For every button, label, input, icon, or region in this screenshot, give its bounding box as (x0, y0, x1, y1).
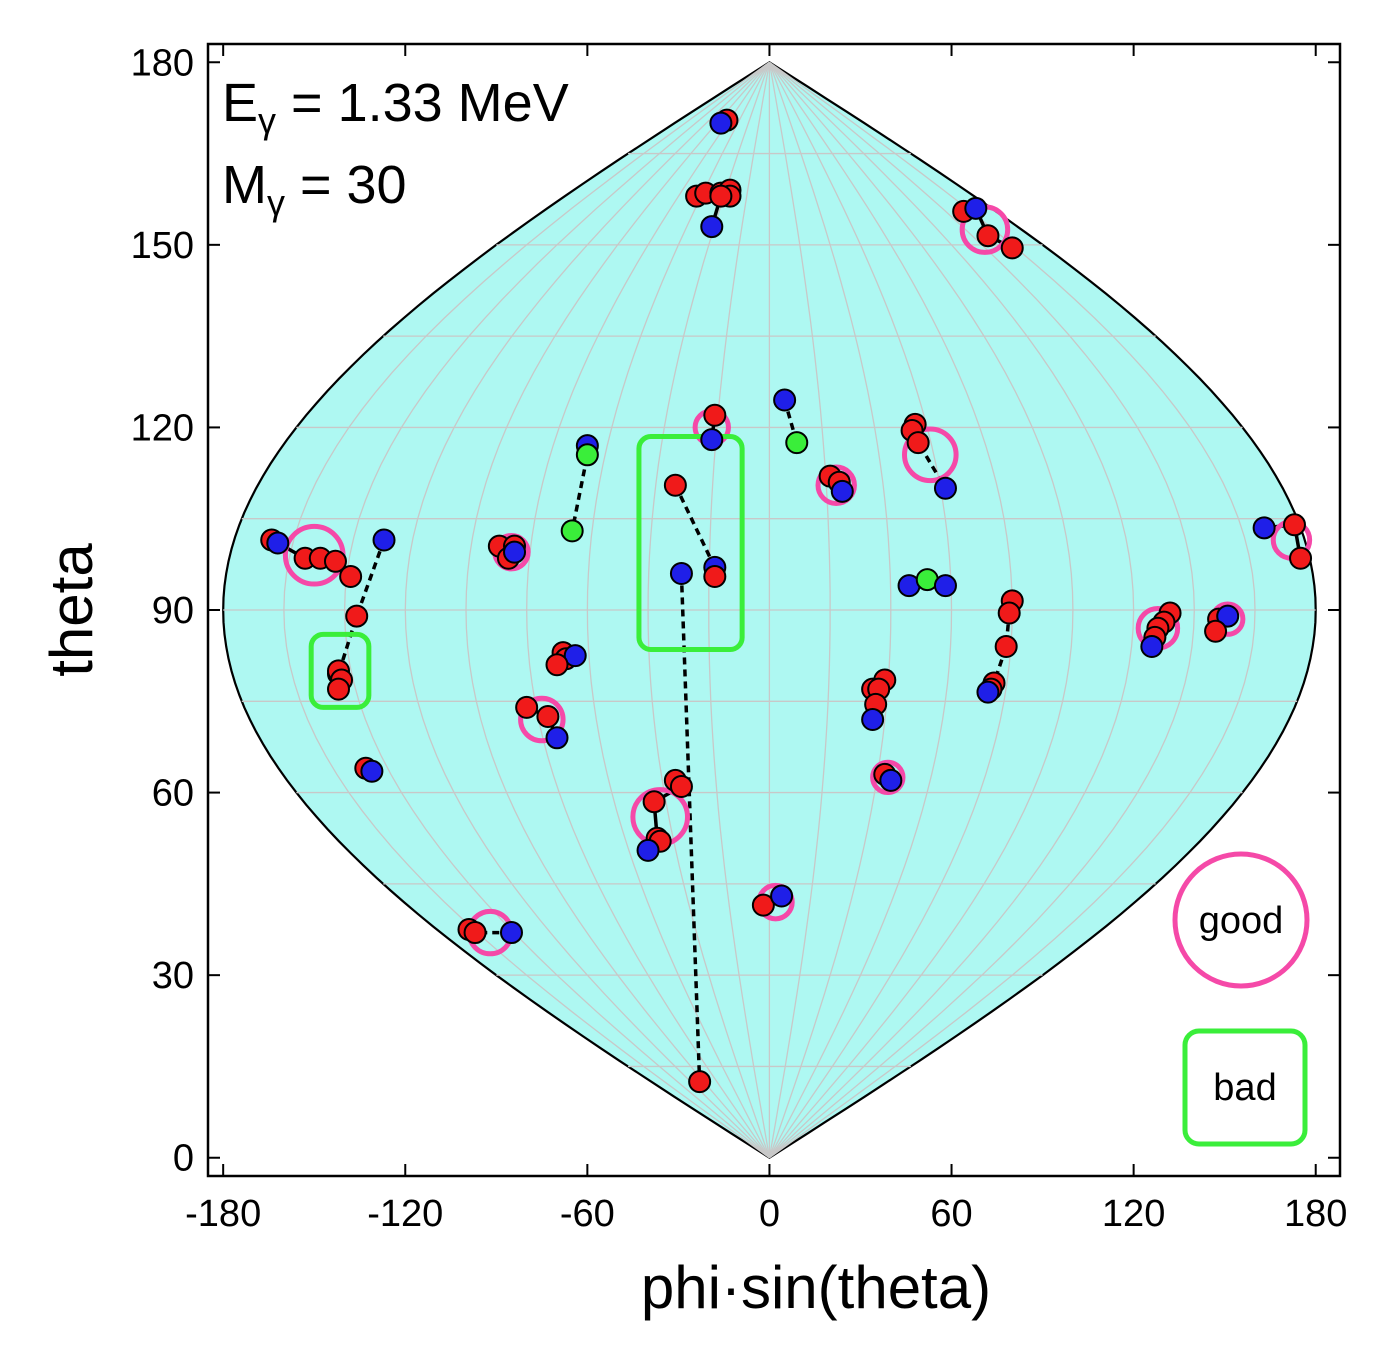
good-cluster-circle (518, 695, 566, 744)
red-hit-point (703, 403, 727, 427)
x-tick-label: 180 (1284, 1193, 1347, 1235)
green-hit-point (785, 431, 809, 455)
red-hit-point (997, 601, 1021, 625)
blue-hit-point (503, 540, 527, 564)
legend-bad-marker (1182, 1028, 1308, 1147)
blue-hit-point (266, 531, 290, 555)
x-tick-label: -120 (367, 1193, 443, 1235)
multiplicity-annotation: Mγ = 30 (222, 155, 407, 223)
red-hit-point (688, 1070, 712, 1094)
multiplicity-subscript: γ (267, 182, 285, 223)
energy-subscript: γ (258, 100, 276, 141)
red-hit-point (536, 705, 560, 729)
red-hit-point (994, 635, 1018, 659)
blue-hit-point (770, 884, 794, 908)
y-tick-label: 60 (152, 773, 194, 815)
legend-good-label: good (1199, 900, 1284, 942)
blue-hit-point (1140, 635, 1164, 659)
green-hit-point (575, 443, 599, 467)
red-hit-point (1282, 513, 1306, 537)
red-hit-point (1000, 236, 1024, 260)
x-tick-label: 60 (930, 1193, 972, 1235)
energy-symbol: E (222, 73, 258, 133)
red-hit-point (906, 431, 930, 455)
x-tick-label: -180 (185, 1193, 261, 1235)
red-hit-point (663, 473, 687, 497)
axis-ticks: -180 -120 -60 0 60 120 180 0 30 60 90 120 150 180 (131, 42, 1348, 1235)
blue-hit-point (964, 196, 988, 220)
blue-hit-point (700, 428, 724, 452)
y-tick-label: 120 (131, 407, 194, 449)
red-hit-point (751, 893, 775, 917)
red-hit-point (326, 677, 350, 701)
blue-hit-point (976, 680, 1000, 704)
blue-hit-point (545, 726, 569, 750)
blue-hit-point (879, 768, 903, 792)
red-hit-point (709, 184, 733, 208)
blue-hit-point (830, 479, 854, 503)
energy-annotation: Eγ = 1.33 MeV (222, 73, 569, 141)
bad-cluster-box (636, 434, 745, 653)
red-hit-point (669, 774, 693, 798)
y-axis-title: theta (38, 543, 105, 677)
good-cluster-circle (870, 759, 906, 796)
legend-good-marker (1172, 851, 1310, 989)
red-hit-point (976, 224, 1000, 248)
red-hit-point (345, 604, 369, 628)
legend-bad-label: bad (1213, 1067, 1276, 1109)
blue-hit-point (861, 708, 885, 732)
y-tick-label: 30 (152, 955, 194, 997)
red-hit-point (703, 565, 727, 589)
x-tick-label: 0 (759, 1193, 780, 1235)
blue-hit-point (933, 476, 957, 500)
x-tick-label: 120 (1102, 1193, 1165, 1235)
projection-grid (223, 61, 1316, 1159)
track-line (336, 539, 386, 675)
energy-value: = 1.33 MeV (276, 73, 569, 133)
blue-hit-point (1216, 604, 1240, 628)
good-cluster-circle (901, 426, 959, 484)
red-hit-point (323, 549, 347, 573)
blue-hit-point (1252, 516, 1276, 540)
red-hit-point (545, 653, 569, 677)
track-line (679, 573, 702, 1082)
bad-cluster-box (308, 631, 372, 710)
blue-hit-point (360, 759, 384, 783)
blue-hit-point (700, 215, 724, 239)
red-hit-point (1204, 619, 1228, 643)
y-tick-label: 180 (131, 42, 194, 84)
red-hit-point (642, 790, 666, 814)
red-hit-point (339, 565, 363, 589)
blue-hit-point (372, 528, 396, 552)
y-tick-label: 90 (152, 590, 194, 632)
y-tick-label: 0 (173, 1138, 194, 1180)
red-hit-point (463, 921, 487, 945)
multiplicity-value: = 30 (285, 155, 407, 215)
y-tick-label: 150 (131, 225, 194, 267)
x-tick-label: -60 (560, 1193, 615, 1235)
track-line (986, 600, 1014, 694)
blue-hit-point (563, 644, 587, 668)
red-hit-point (515, 695, 539, 719)
legend: good bad (1172, 851, 1310, 1147)
multiplicity-symbol: M (222, 155, 267, 215)
blue-hit-point (499, 921, 523, 945)
blue-hit-point (709, 111, 733, 135)
red-hit-point (1289, 546, 1313, 570)
green-hit-point (560, 519, 584, 543)
blue-hit-point (636, 838, 660, 862)
hit-points (260, 108, 1313, 1094)
x-axis-title: phi·sin(theta) (641, 1254, 991, 1321)
blue-hit-point (773, 388, 797, 412)
blue-hit-point (933, 574, 957, 598)
blue-hit-point (669, 561, 693, 585)
